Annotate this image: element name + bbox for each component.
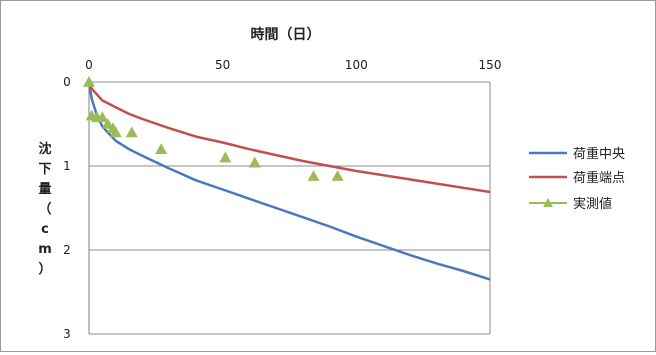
x-tick-label-1: 50: [215, 58, 230, 72]
x-tick-label-0: 0: [85, 58, 93, 72]
legend-item-edge: 荷重端点: [529, 170, 625, 186]
plot-area: [89, 82, 490, 334]
y-tick-label-2: 2: [63, 243, 71, 257]
x-axis-title: 時間（日）: [251, 26, 321, 43]
x-tick-label-2: 100: [345, 58, 368, 72]
legend-label-center: 荷重中央: [573, 146, 625, 162]
legend: 荷重中央 荷重端点 実測値: [529, 146, 625, 212]
legend-item-center: 荷重中央: [529, 146, 625, 162]
y-tick-label-3: 3: [63, 327, 71, 341]
grid-layer: [89, 82, 490, 334]
legend-item-measured: 実測値: [529, 196, 612, 212]
y-axis-title: 沈下量（ c m）: [38, 141, 52, 277]
legend-label-measured: 実測値: [573, 196, 612, 212]
y-tick-label-0: 0: [63, 75, 71, 89]
data-point-2-0: [83, 76, 95, 87]
legend-label-edge: 荷重端点: [573, 170, 625, 186]
x-tick-label-3: 150: [479, 58, 502, 72]
y-tick-label-1: 1: [63, 159, 71, 173]
